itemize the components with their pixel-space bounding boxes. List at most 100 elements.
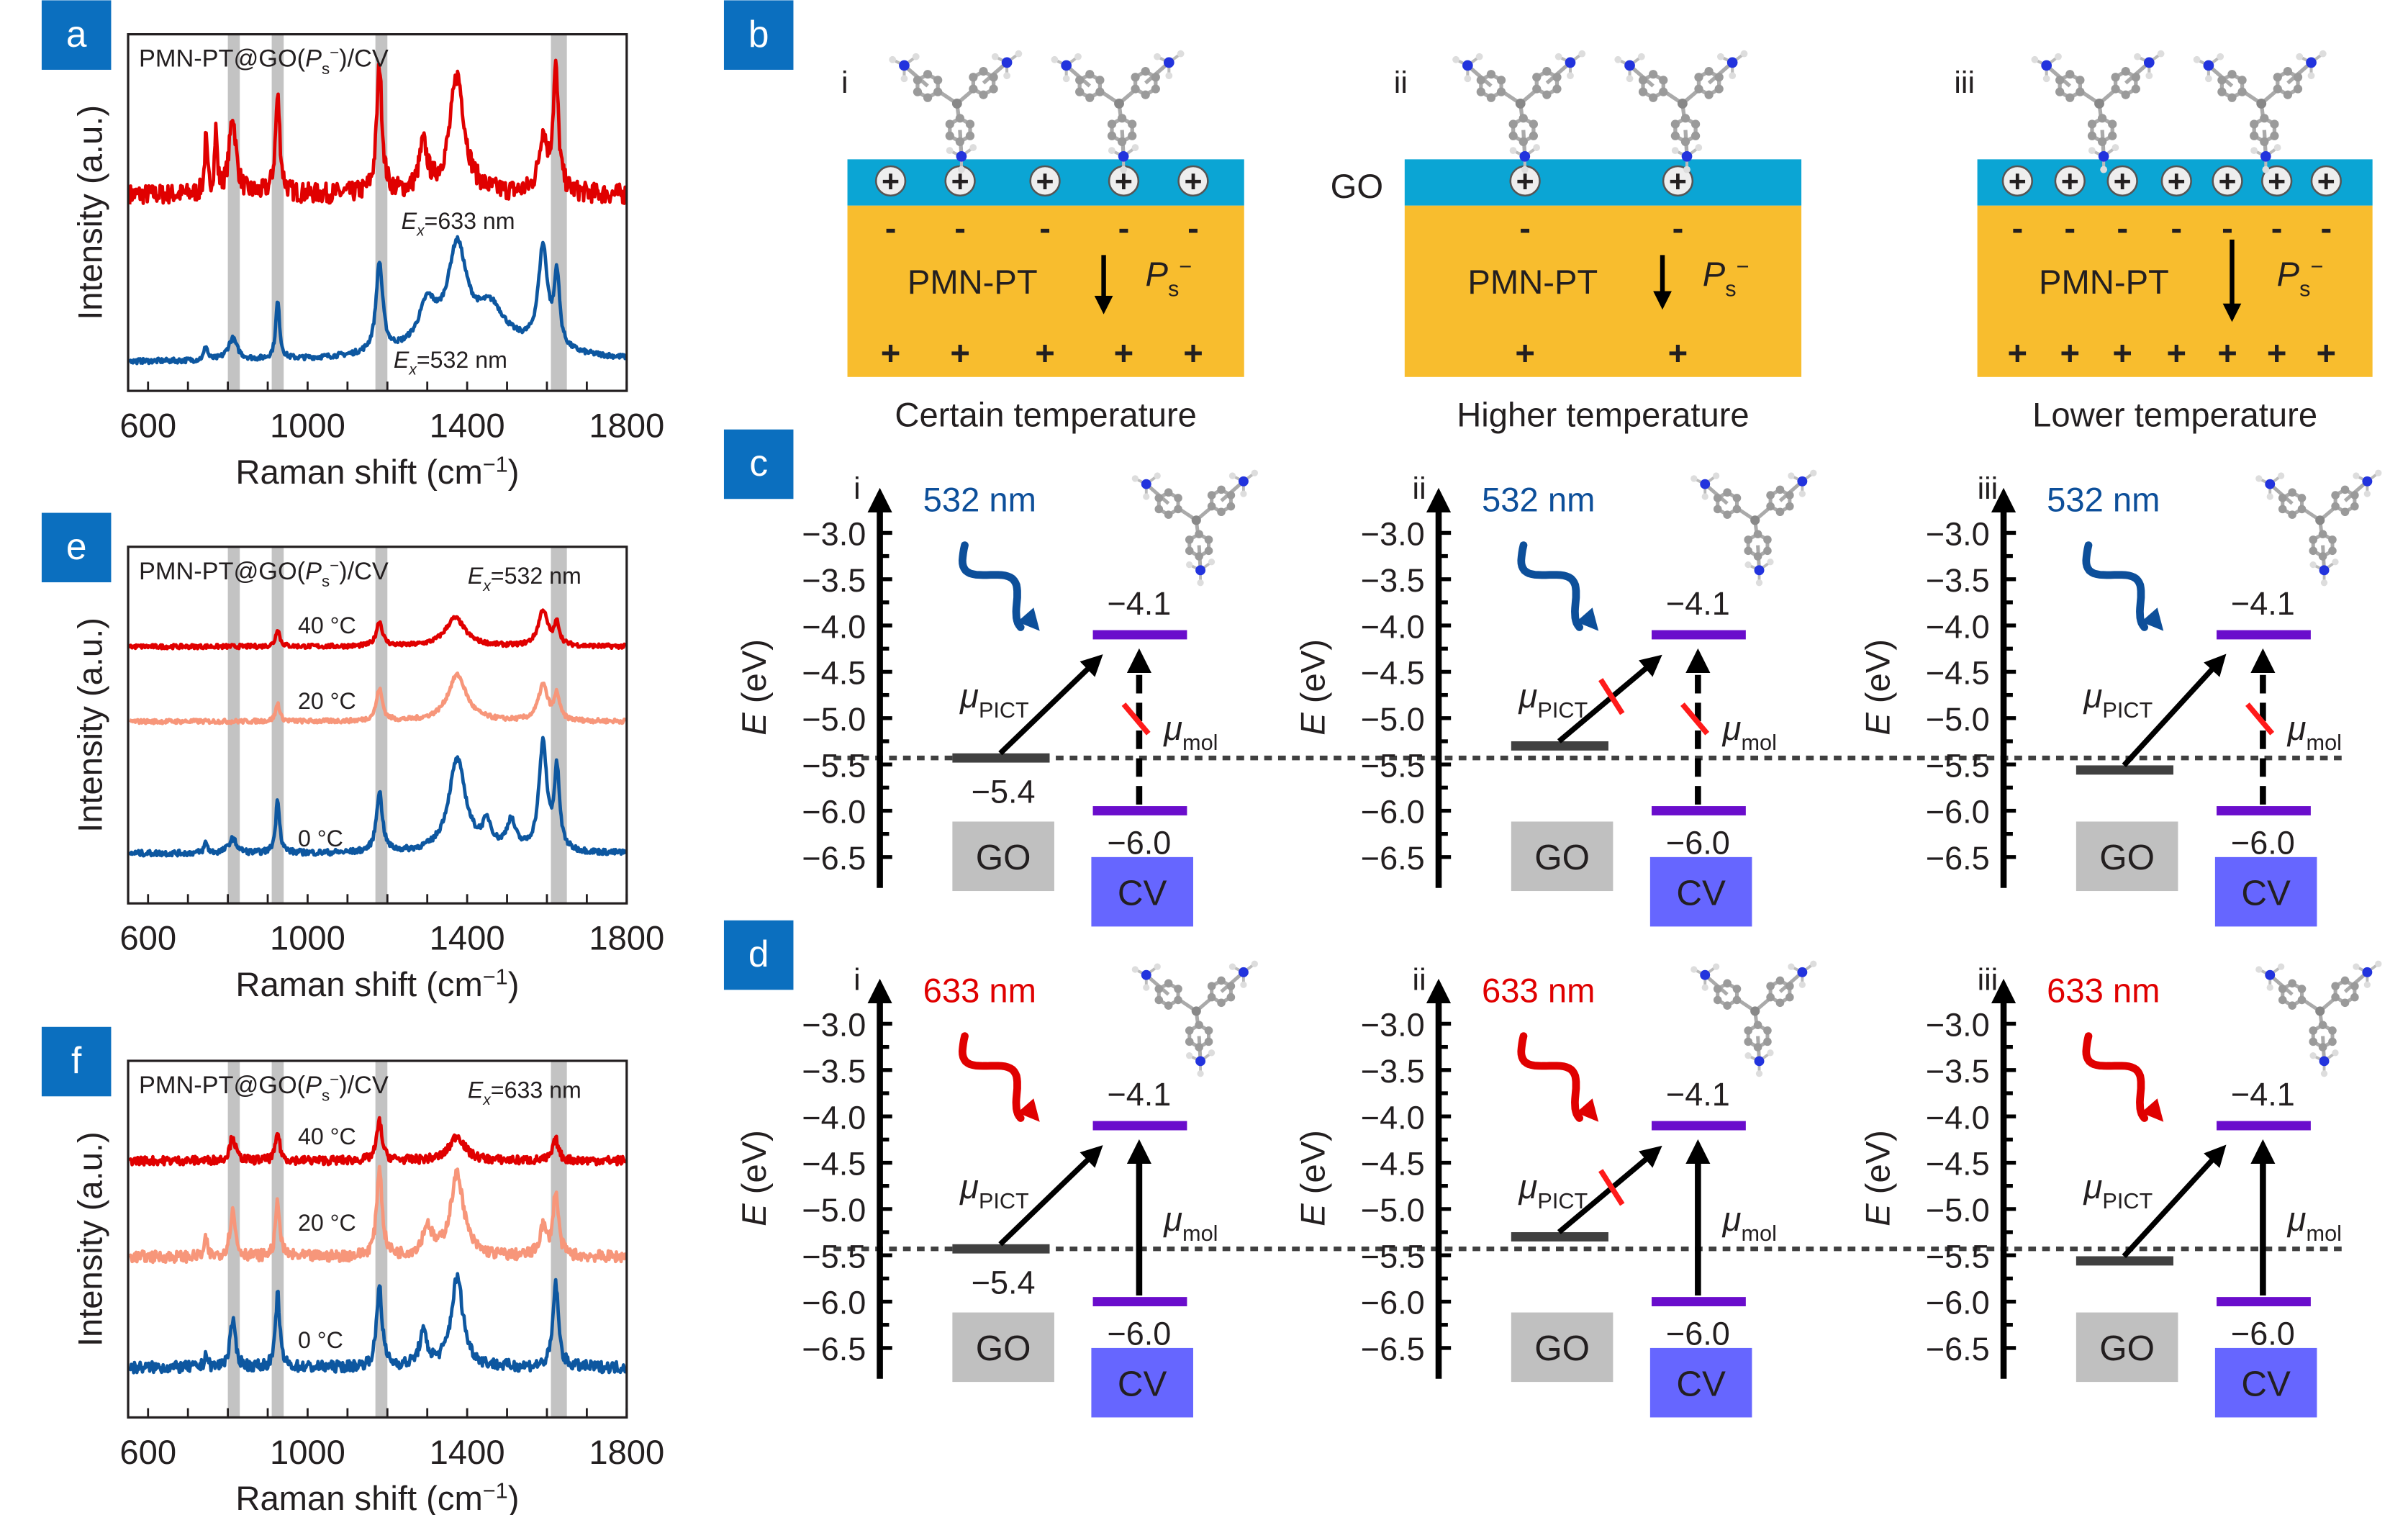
go-box	[1511, 1312, 1613, 1383]
energy-axis-label-part: E	[1858, 1203, 1896, 1226]
plot-frame	[127, 1059, 628, 1419]
hydrogen-atom	[2320, 579, 2328, 587]
y-axis-label: Intensity (a.u.)	[71, 1131, 109, 1347]
nitrogen-atom	[2362, 967, 2373, 977]
chart-title: PMN-PT@GO(Ps−)/CV	[139, 44, 389, 78]
go-box-label: GO	[1534, 838, 1590, 877]
carbon-atom	[1638, 87, 1648, 96]
panel-label-box	[41, 512, 112, 583]
spectrum-line	[128, 736, 628, 858]
hydrogen-atom	[2320, 1070, 2328, 1077]
carbon-atom	[1204, 546, 1213, 556]
excitation-wavelength: 532 nm	[2047, 480, 2160, 518]
chart-title: PMN-PT@GO(Ps−)/CV	[139, 556, 389, 590]
hydrogen-atom	[1713, 963, 1720, 970]
carbon-atom	[2318, 530, 2327, 538]
nitrogen-atom	[1141, 479, 1151, 489]
hydrogen-atom	[1015, 50, 1023, 58]
energy-axis-label-part: E	[735, 713, 773, 736]
positive-charge-icon: +	[2212, 164, 2243, 199]
carbon-atom	[2318, 1043, 2327, 1052]
go-box	[2076, 1312, 2178, 1383]
carbon-atom	[1154, 505, 1164, 514]
hydrogen-atom	[1208, 558, 1216, 566]
charge-circle	[2001, 165, 2034, 197]
carbon-atom	[2309, 1026, 2318, 1035]
hydrogen-atom	[2309, 1052, 2317, 1059]
carbon-atom	[2331, 491, 2340, 499]
panel-label-e: e	[41, 512, 112, 583]
carbon-atom	[1185, 535, 1194, 544]
nitrogen-atom	[1163, 57, 1174, 68]
carbon-atom	[2094, 99, 2104, 109]
plus-sign: +	[2009, 164, 2027, 199]
subpanel-numeral: ii	[1394, 65, 1408, 100]
series-label: Ex=633 nm	[402, 208, 515, 240]
hydrogen-atom	[1755, 1070, 1763, 1077]
hydrogen-atom	[2042, 75, 2050, 83]
chart-title-part: −	[330, 44, 339, 62]
carbon-atom	[1164, 979, 1173, 988]
carbon-atom	[1690, 119, 1701, 129]
hydrogen-atom	[2273, 144, 2281, 151]
light-wave-icon	[958, 541, 1025, 631]
go-fermi-level	[952, 1244, 1050, 1254]
energy-tick-label: −4.0	[1926, 1099, 1990, 1136]
carbon-atom	[1226, 502, 1236, 511]
mu-pict-label-part: μ	[959, 677, 979, 715]
energy-axis-label: E (eV)	[735, 1130, 773, 1226]
carbon-atom	[1128, 119, 1137, 129]
mu-pict-label-part: μ	[2083, 677, 2103, 715]
go-level-value: −5.4	[972, 773, 1036, 810]
mu-mol-label: μmol	[1722, 709, 1777, 755]
cv-homo-level	[2217, 806, 2311, 815]
hydrogen-atom	[1131, 144, 1139, 151]
charge-circle	[2261, 165, 2293, 197]
x-axis-label-part: )	[508, 965, 520, 1003]
cv-homo-level	[1652, 1297, 1746, 1307]
cv-lumo-level	[1652, 630, 1746, 640]
carbon-atom	[1518, 114, 1528, 123]
carbon-atom	[1195, 1043, 1203, 1052]
carbon-atom	[1217, 507, 1226, 517]
carbon-atom	[1174, 995, 1182, 1005]
hydrogen-atom	[2031, 55, 2039, 63]
bottom-positive-charge: +	[1668, 334, 1688, 372]
positive-charge-icon: +	[2160, 164, 2192, 199]
hydrogen-atom	[1701, 493, 1708, 500]
hydrogen-atom	[2363, 490, 2371, 497]
hydrogen-atom	[2111, 144, 2119, 151]
carbon-atom	[1714, 73, 1724, 82]
panel-label-d: d	[723, 920, 794, 990]
negative-charge: -	[2271, 209, 2283, 247]
hydrogen-atom	[2266, 493, 2273, 500]
carbon-atom	[979, 66, 988, 76]
cv-box	[1649, 1347, 1752, 1418]
carbon-atom	[1476, 87, 1485, 96]
bottom-positive-charge: +	[2217, 334, 2237, 372]
hydrogen-atom	[1197, 1070, 1204, 1077]
carbon-atom	[1785, 491, 1794, 499]
energy-axis-label: E (eV)	[1293, 639, 1331, 736]
x-axis-label-part: −1	[483, 1479, 508, 1503]
hydrogen-atom	[1788, 963, 1795, 970]
energy-tick-label: −6.0	[1361, 1285, 1425, 1321]
cv-homo-level	[1652, 806, 1746, 815]
x-tick-label: 1800	[589, 919, 664, 957]
carbon-atom	[1649, 70, 1658, 79]
energy-axis-label-part: (eV)	[735, 639, 773, 713]
charge-circle	[1029, 165, 1061, 197]
energy-axis-label-part: E	[735, 1203, 773, 1226]
go-box	[952, 821, 1054, 892]
carbon-atom	[2065, 70, 2075, 79]
highlight-band	[551, 34, 567, 392]
hydrogen-atom	[1614, 55, 1622, 63]
carbon-atom	[2297, 985, 2307, 993]
x-axis-label-part: )	[508, 453, 520, 491]
x-tick-label: 1000	[270, 406, 345, 444]
hydrogen-atom	[1767, 1049, 1774, 1057]
cv-box-label: CV	[1676, 873, 1726, 913]
carbon-atom	[1185, 546, 1194, 556]
carbon-atom	[1744, 1037, 1752, 1046]
carbon-atom	[2121, 90, 2130, 99]
